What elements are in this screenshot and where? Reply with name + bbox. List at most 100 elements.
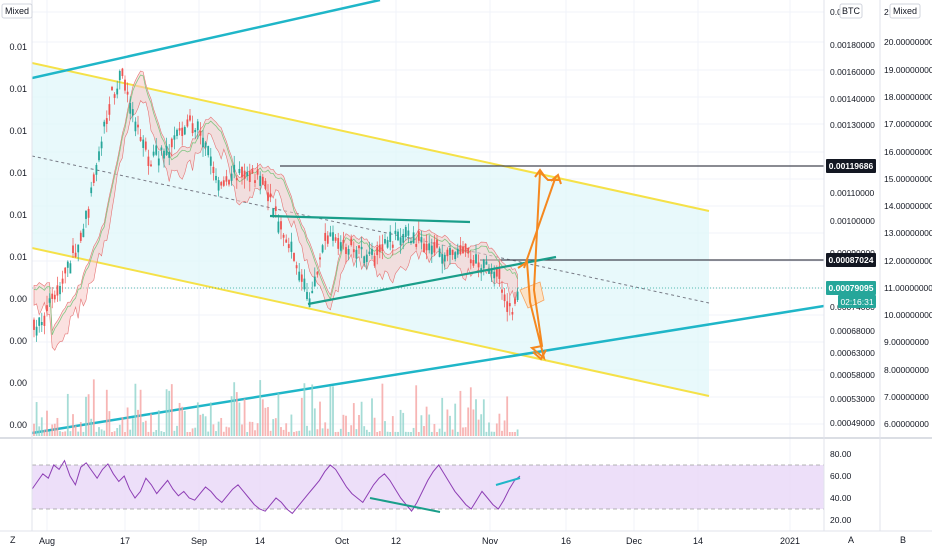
volume-bar	[238, 402, 241, 436]
btc-axis-label: 0.00180000	[830, 40, 875, 50]
volume-bar	[319, 401, 321, 436]
candle-body	[352, 249, 355, 253]
candle-body	[46, 305, 48, 311]
log-scale-button[interactable]: B	[900, 535, 906, 545]
candle-body	[202, 137, 204, 148]
candle-body	[287, 244, 290, 249]
candle-body	[438, 248, 441, 257]
candle-body	[165, 145, 168, 155]
trendline-teal-upper	[32, 0, 381, 80]
btc-unit-badge[interactable]: BTC	[839, 3, 863, 19]
auto-scale-button[interactable]: A	[848, 535, 854, 545]
right-price-axis[interactable]: 21.20.0000000019.0000000018.0000000017.0…	[884, 7, 932, 429]
volume-bar	[233, 382, 236, 436]
btc-axis-label: 0.0	[830, 7, 842, 17]
candle-body	[191, 123, 194, 134]
candle-body	[425, 243, 428, 251]
volume-bar	[131, 418, 134, 436]
volume-bar	[397, 431, 399, 436]
candle-body	[254, 180, 256, 183]
candle-body	[144, 141, 147, 150]
time-axis-label: Aug	[39, 536, 55, 546]
candle-body	[407, 230, 410, 236]
volume-bar	[178, 402, 181, 436]
candle-body	[514, 299, 516, 304]
candle-body	[215, 175, 217, 181]
rsi-axis[interactable]: 80.00 60.00 40.00 20.00	[830, 449, 852, 525]
volume-bar	[433, 423, 436, 436]
left-scale-mode-badge[interactable]: Mixed	[1, 3, 33, 19]
candle-body	[326, 235, 329, 244]
candle-body	[454, 252, 457, 260]
volume-bar	[142, 422, 145, 436]
volume-bar	[139, 389, 142, 436]
candle-body	[64, 267, 67, 274]
candle-body	[417, 231, 420, 241]
volume-bar	[365, 429, 368, 436]
candle-body	[196, 121, 199, 131]
volume-bar	[124, 432, 126, 436]
candle-body	[121, 68, 124, 77]
volume-bar	[61, 431, 64, 436]
volume-bar	[74, 425, 77, 436]
candle-body	[399, 237, 402, 246]
volume-bar	[477, 419, 480, 436]
volume-bar	[43, 429, 46, 436]
candle-body	[105, 118, 108, 124]
volume-bar	[316, 429, 319, 436]
volume-bar	[163, 431, 165, 436]
volume-bar	[381, 383, 384, 436]
volume-bar	[72, 414, 74, 436]
zoom-reset-button[interactable]: Z	[10, 535, 16, 545]
left-axis-label: 0.01	[9, 42, 27, 52]
volume-bar	[272, 419, 275, 436]
volume-bar	[384, 421, 386, 436]
volume-bar	[261, 399, 264, 436]
volume-bar	[51, 424, 54, 436]
candle-body	[194, 130, 197, 133]
candle-body	[402, 233, 405, 243]
volume-bar	[235, 392, 238, 436]
left-axis-label: 0.01	[9, 210, 27, 220]
time-axis-label: 2021	[780, 536, 800, 546]
candle-body	[373, 255, 376, 266]
volume-bar	[508, 431, 511, 436]
btc-axis-label: 0.00049000	[830, 418, 875, 428]
volume-bar	[191, 428, 194, 436]
volume-bar	[391, 416, 394, 436]
left-axis-label: 0.00	[9, 378, 27, 388]
volume-bar	[399, 409, 402, 436]
candle-body	[303, 278, 306, 290]
candle-body	[40, 322, 43, 326]
volume-bar	[95, 431, 98, 436]
right-scale-mode-badge[interactable]: Mixed	[889, 3, 921, 19]
volume-bar	[170, 384, 173, 436]
candle-body	[282, 234, 285, 238]
candle-body	[98, 151, 100, 161]
right-axis-label: 13.00000000	[884, 228, 932, 238]
volume-bar	[376, 431, 379, 436]
volume-bar	[363, 426, 366, 436]
candle-body	[313, 276, 316, 287]
volume-bar	[277, 393, 280, 436]
btc-price-axis[interactable]: 0.0 0.00180000 0.00160000 0.00140000 0.00130…	[830, 7, 875, 428]
left-price-axis[interactable]: 0.01 0.01 0.01 0.01 0.01 0.01 0.00 0.00 0.00 0.00	[9, 42, 27, 430]
volume-bar	[287, 431, 290, 436]
volume-bar	[485, 431, 488, 436]
volume-bar	[332, 386, 334, 436]
candle-body	[269, 193, 272, 198]
left-axis-label: 0.01	[9, 84, 27, 94]
candle-body	[381, 244, 384, 251]
candle-body	[243, 170, 246, 179]
candle-body	[111, 86, 113, 91]
time-axis[interactable]: Aug 17 Sep 14 Oct 12 Nov 16 Dec 14 2021	[39, 536, 800, 546]
candle-body	[241, 166, 243, 178]
volume-bar	[220, 417, 223, 436]
candle-body	[378, 244, 381, 252]
time-axis-label: Oct	[335, 536, 350, 546]
candle-body	[368, 251, 371, 255]
rsi-band	[32, 465, 824, 509]
candle-body	[485, 261, 488, 265]
candle-body	[456, 248, 459, 255]
